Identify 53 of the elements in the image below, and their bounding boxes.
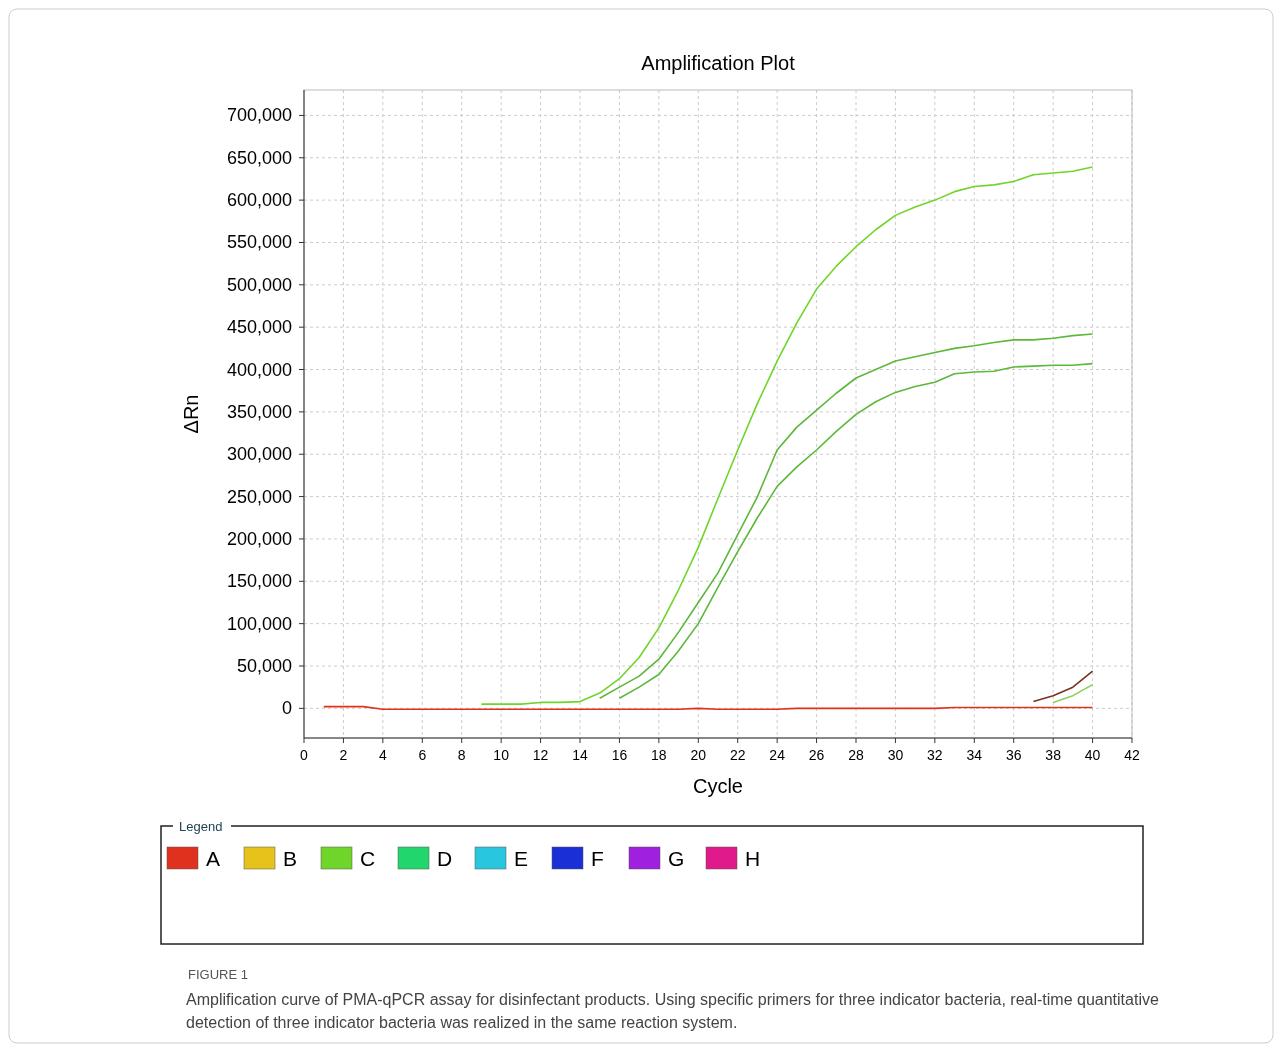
- y-tick-label: 500,000: [226, 274, 292, 295]
- x-tick-label: 22: [729, 747, 746, 763]
- legend-label: E: [514, 847, 529, 870]
- y-tick-label: 300,000: [226, 444, 292, 465]
- x-tick-label: 6: [418, 747, 427, 763]
- y-tick-label: 0: [281, 698, 292, 719]
- legend-label: F: [591, 847, 604, 870]
- x-tick-label: 24: [769, 747, 786, 763]
- x-tick-label: 12: [532, 747, 549, 763]
- text: Amplification curve of PMA-qPCR assay for disinfectant products. Using specific primers for three indicator bacteria, real-time quantitative detection of three indicator bacteria was realized in the same reaction system.: [186, 990, 1160, 1033]
- x-tick-label: 8: [457, 747, 466, 763]
- y-tick-label: 350,000: [226, 401, 292, 422]
- x-tick-label: 18: [651, 747, 667, 763]
- caption: FIGURE 1: [188, 967, 248, 982]
- x-tick-label: 2: [339, 747, 348, 763]
- y-tick-label: 150,000: [226, 571, 292, 592]
- x-tick-label: 32: [927, 747, 943, 763]
- x-tick-label: 26: [808, 747, 825, 763]
- y-tick-label: 400,000: [226, 359, 292, 380]
- y-tick-label: 700,000: [226, 105, 292, 126]
- x-tick-label: 28: [848, 747, 864, 763]
- legend-label: H: [745, 847, 761, 870]
- x-tick-label: 14: [572, 747, 588, 763]
- legend-label: C: [360, 847, 376, 870]
- legend-label: G: [668, 847, 685, 870]
- legend-label: A: [206, 847, 221, 870]
- legend-label: D: [437, 847, 453, 870]
- legend-label: B: [283, 847, 298, 870]
- x-tick-label: 0: [300, 747, 309, 763]
- line-series: [1032, 670, 1094, 703]
- chart-title: Amplification Plot: [641, 52, 796, 74]
- x-tick-label: 40: [1084, 747, 1101, 763]
- y-tick-label: 650,000: [226, 147, 292, 168]
- y-tick-label: 550,000: [226, 232, 292, 253]
- x-tick-label: 38: [1045, 747, 1062, 763]
- x-tick-label: 16: [611, 747, 628, 763]
- y-tick-label: 100,000: [226, 613, 292, 634]
- y-tick-label: 200,000: [226, 528, 292, 549]
- legend-title: Legend: [179, 819, 223, 834]
- line-series: [480, 166, 1094, 705]
- x-tick-label: 34: [966, 747, 983, 763]
- x-tick-label: 10: [493, 747, 510, 763]
- y-tick-label: 450,000: [226, 317, 292, 338]
- x-tick-label: 4: [378, 747, 387, 763]
- y-tick-label: 250,000: [226, 486, 292, 507]
- y-axis-title: ΔRn: [180, 394, 202, 434]
- x-tick-label: 42: [1124, 747, 1140, 763]
- x-axis-title: Cycle: [692, 775, 744, 797]
- x-tick-label: 20: [690, 747, 707, 763]
- x-tick-label: 36: [1005, 747, 1022, 763]
- y-tick-label: 50,000: [236, 656, 292, 676]
- y-tick-label: 600,000: [226, 190, 292, 211]
- x-tick-label: 30: [887, 747, 904, 763]
